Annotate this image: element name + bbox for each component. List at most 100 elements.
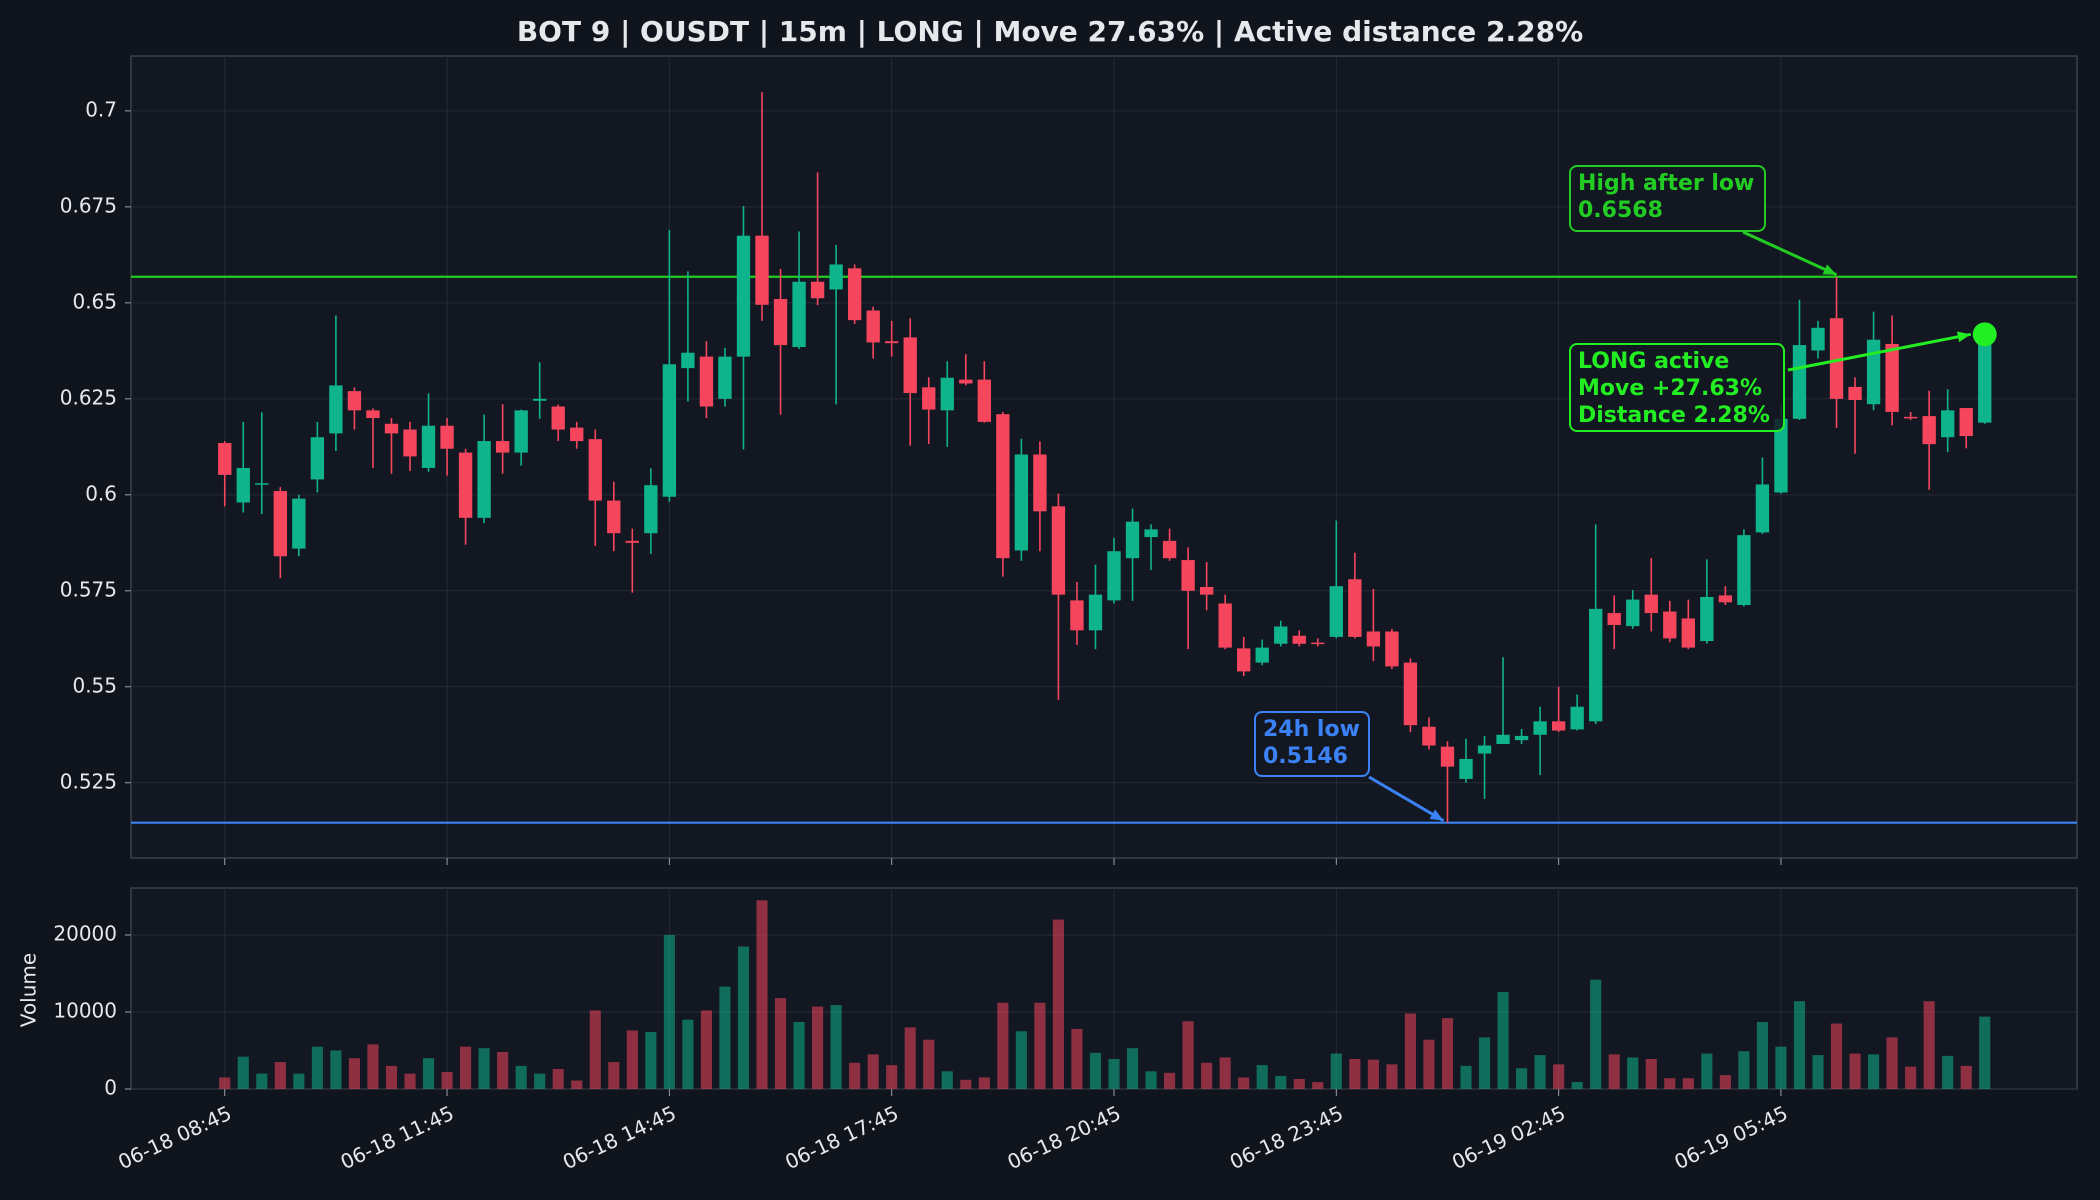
candle-body [1329, 586, 1343, 637]
candle-body [1292, 635, 1306, 644]
arrow-head [1429, 809, 1444, 821]
volume-bar [812, 1006, 824, 1089]
volume-bar [1942, 1055, 1954, 1089]
candle-body [273, 490, 287, 557]
candle-body [1941, 410, 1955, 438]
candle-body [1848, 386, 1862, 400]
volume-bar [663, 934, 675, 1089]
volume-bar [1979, 1016, 1991, 1089]
volume-bar [1664, 1078, 1676, 1089]
volume-bar [1886, 1037, 1898, 1089]
volume-bar [1645, 1058, 1657, 1089]
volume-bar [1905, 1066, 1917, 1089]
candle-body [570, 427, 584, 442]
volume-bar [1182, 1021, 1194, 1089]
volume-bar [1793, 1001, 1806, 1089]
candle-body [885, 341, 899, 344]
annotation-box [1254, 711, 1370, 777]
volume-bar [589, 1010, 601, 1089]
candle-body [1422, 726, 1436, 746]
candle-body [255, 483, 269, 485]
annotation-text: 0.6568 [1578, 198, 1663, 223]
candle-body [1922, 416, 1936, 445]
candle-body [644, 485, 658, 534]
volume-bar [1052, 919, 1064, 1089]
candle-body [440, 425, 454, 449]
volume-bar [1553, 1064, 1565, 1089]
candle-body [1477, 745, 1492, 754]
candle-body [1533, 721, 1547, 735]
candle-body [1459, 758, 1473, 779]
candle-body [1866, 339, 1881, 405]
candle-body [1162, 540, 1177, 559]
volume-bar [1145, 1071, 1157, 1089]
volume-bar [1719, 1075, 1731, 1089]
candle-body [1311, 642, 1325, 645]
candle-body [421, 425, 436, 468]
candle-body [1014, 454, 1029, 551]
volume-bar [700, 1010, 712, 1089]
candle-body [495, 441, 510, 453]
y-tick-label: 0.675 [60, 193, 117, 217]
volume-bar [1126, 1048, 1139, 1089]
volume-bar [1460, 1065, 1472, 1089]
candle-body [292, 498, 306, 549]
candle-body [1829, 318, 1844, 399]
volume-bar [1293, 1078, 1305, 1089]
volume-bar [978, 1077, 990, 1089]
volume-bar [1089, 1052, 1102, 1089]
chart-title: BOT 9 | OUSDT | 15m | LONG | Move 27.63%… [517, 15, 1583, 48]
candle-body [977, 379, 991, 422]
volume-bar [1775, 1046, 1787, 1089]
volume-bar [1812, 1055, 1824, 1089]
volume-bar [1404, 1013, 1416, 1089]
volume-bar [1423, 1039, 1435, 1089]
volume-bar [1478, 1037, 1491, 1089]
volume-bar [515, 1065, 527, 1089]
candle-body [310, 437, 325, 480]
volume-bar [608, 1062, 620, 1089]
candle-body [755, 235, 769, 305]
candle-body [236, 467, 250, 503]
volume-bar [645, 1032, 657, 1089]
volume-bar [1349, 1058, 1361, 1089]
volume-axis-label: Volume [17, 953, 41, 1027]
candle-body [1088, 594, 1103, 631]
candle-body [829, 264, 843, 290]
volume-bar [1738, 1051, 1750, 1089]
candle-body [607, 500, 621, 534]
candle-body [1681, 618, 1695, 648]
volume-bar [1682, 1078, 1694, 1089]
volume-bar [756, 900, 768, 1089]
volume-bar [571, 1080, 583, 1089]
volume-bar [1516, 1068, 1528, 1089]
annotation-text: 24h low [1263, 717, 1360, 742]
volume-bar [441, 1072, 453, 1089]
volume-bar [1034, 1002, 1046, 1089]
y-tick-label: 0.65 [72, 289, 117, 313]
y-tick-label: 0.625 [60, 385, 117, 409]
volume-bar [737, 946, 750, 1089]
volume-bar [497, 1052, 509, 1089]
annotation-arrow [1742, 230, 1838, 277]
candle-body [1144, 529, 1158, 538]
candle-body [1700, 596, 1714, 642]
volume-bar [923, 1039, 935, 1089]
volume-bar [997, 1002, 1009, 1089]
volume-bar [1164, 1072, 1176, 1089]
volume-bar [274, 1062, 286, 1089]
candle-body [329, 385, 343, 434]
y-tick-label: 0.575 [60, 577, 117, 601]
candle-body [1792, 345, 1807, 419]
candle-body [792, 281, 806, 348]
volume-bar [1756, 1022, 1768, 1089]
candle-body [218, 442, 232, 475]
volume-bar [1367, 1059, 1379, 1089]
candle-body [588, 439, 602, 501]
volume-bar [1590, 979, 1602, 1089]
candle-body [1385, 631, 1399, 667]
candle-body [1237, 648, 1251, 672]
y-tick-label: 0.6 [85, 481, 117, 505]
candle-body [1496, 734, 1510, 744]
volume-bar [719, 986, 731, 1089]
